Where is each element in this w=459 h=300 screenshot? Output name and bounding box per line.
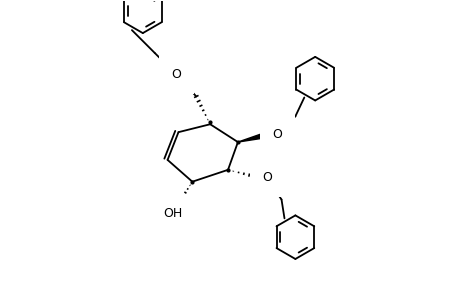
Text: O: O	[262, 171, 272, 184]
Text: O: O	[272, 128, 282, 141]
Text: OH: OH	[162, 207, 182, 220]
Polygon shape	[237, 131, 270, 142]
Text: O: O	[171, 68, 181, 81]
